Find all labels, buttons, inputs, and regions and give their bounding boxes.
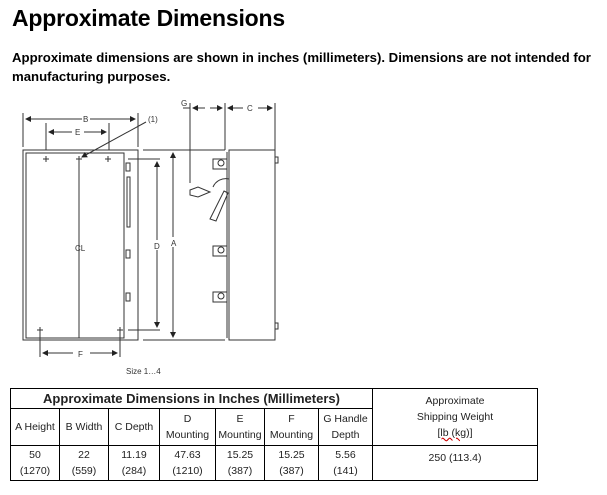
label-c: C: [247, 104, 253, 113]
value-d: 47.63 (1210): [159, 445, 216, 481]
centerline-label: CL: [75, 244, 86, 253]
label-f: F: [78, 350, 83, 359]
value-weight: 250 (113.4): [372, 445, 538, 481]
label-b: B: [83, 115, 88, 124]
col-g-handle-depth: G Handle Depth: [318, 408, 373, 446]
col-a-height: A Height: [10, 408, 60, 446]
value-f: 15.25 (387): [264, 445, 319, 481]
weight-header: Approximate Shipping Weight [lb (kg)]: [372, 388, 538, 446]
label-a: A: [171, 239, 177, 248]
intro-text: Approximate dimensions are shown in inch…: [12, 50, 591, 84]
value-c: 11.19 (284): [108, 445, 160, 481]
value-b: 22 (559): [59, 445, 109, 481]
label-g: G: [181, 99, 187, 108]
col-c-depth: C Depth: [108, 408, 160, 446]
dimensions-table: Approximate Dimensions in Inches (Millim…: [10, 388, 538, 481]
enclosure-side: [228, 149, 276, 341]
label-e: E: [75, 128, 80, 137]
value-e: 15.25 (387): [215, 445, 265, 481]
enclosure-front: [22, 149, 139, 341]
value-g: 5.56 (141): [318, 445, 373, 481]
page-title: Approximate Dimensions: [12, 5, 285, 31]
group-header: Approximate Dimensions in Inches (Millim…: [10, 388, 373, 409]
col-e-mounting: E Mounting: [215, 408, 265, 446]
value-a: 50 (1270): [10, 445, 60, 481]
label-d: D: [154, 242, 160, 251]
label-note: (1): [148, 115, 158, 124]
col-f-mounting: F Mounting: [264, 408, 319, 446]
size-caption: Size 1…4: [126, 367, 161, 376]
col-d-mounting: D Mounting: [159, 408, 216, 446]
enclosure-dimension-drawing: B E (1) F D A G C CL Size 1…4: [22, 99, 279, 376]
col-b-width: B Width: [59, 408, 109, 446]
table-row: 50 (1270) 22 (559) 11.19 (284) 47.63 (1210) …: [10, 445, 538, 481]
